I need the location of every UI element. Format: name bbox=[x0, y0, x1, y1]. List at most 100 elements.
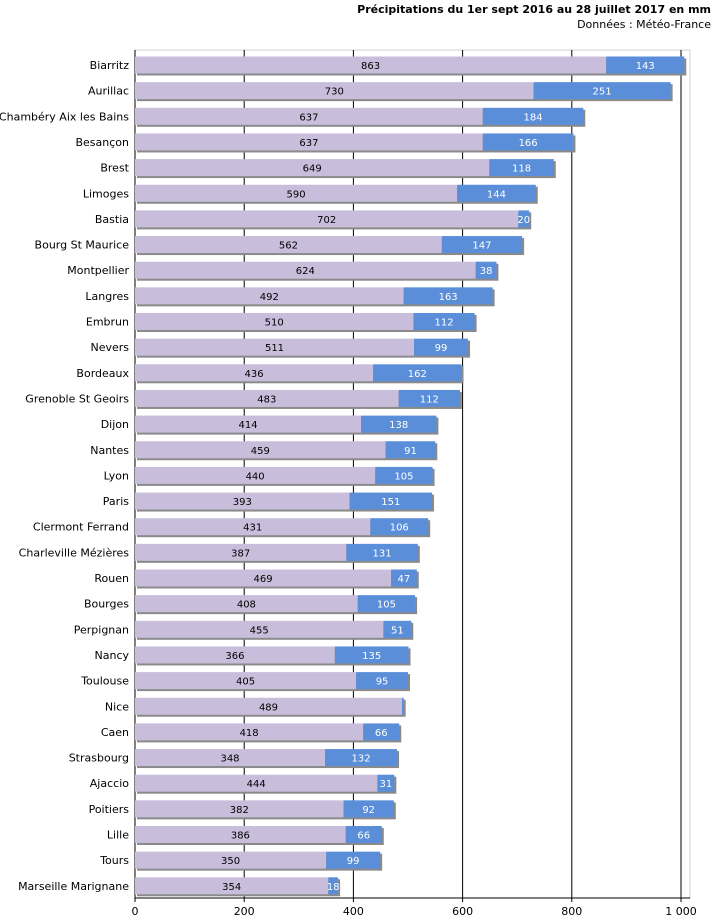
category-label: Bourges bbox=[84, 598, 129, 611]
data-label-1: 730 bbox=[325, 87, 344, 98]
data-label-1: 483 bbox=[257, 394, 276, 405]
data-label-2: 112 bbox=[420, 394, 439, 405]
bar-segment-2 bbox=[391, 569, 417, 587]
bar-segment-2 bbox=[370, 518, 429, 536]
bar-segment-2 bbox=[398, 389, 460, 407]
data-label-1: 510 bbox=[265, 318, 284, 329]
bar-segment-1 bbox=[135, 723, 364, 741]
x-tick-label: 1 000 bbox=[665, 905, 697, 918]
category-label: Ajaccio bbox=[90, 777, 129, 790]
data-label-1: 863 bbox=[361, 61, 380, 72]
category-label: Caen bbox=[101, 726, 129, 739]
data-label-1: 455 bbox=[250, 625, 269, 636]
category-label: Charleville Mézières bbox=[19, 546, 130, 559]
category-label: Bastia bbox=[95, 213, 129, 226]
bar-segment-1 bbox=[135, 56, 607, 74]
bar-segment-2 bbox=[475, 261, 497, 279]
bar-segment-2 bbox=[401, 697, 404, 715]
bar-segment-1 bbox=[135, 261, 476, 279]
category-label: Dijon bbox=[101, 418, 129, 431]
data-label-1: 649 bbox=[303, 164, 322, 175]
bar-segment-2 bbox=[414, 338, 469, 356]
data-label-1: 562 bbox=[279, 241, 298, 252]
bar-segment-2 bbox=[343, 800, 394, 818]
data-label-2: 163 bbox=[439, 292, 458, 303]
bar-segment-2 bbox=[533, 82, 671, 100]
bar-segment-2 bbox=[441, 236, 523, 254]
bar-segment-1 bbox=[135, 287, 404, 305]
bar-segment-1 bbox=[135, 236, 442, 254]
category-label: Marseille Marignane bbox=[18, 880, 129, 893]
category-label: Lyon bbox=[104, 469, 129, 482]
bar-segment-1 bbox=[135, 646, 335, 664]
data-label-1: 637 bbox=[299, 112, 318, 123]
bar-segment-1 bbox=[135, 441, 386, 459]
category-label: Toulouse bbox=[80, 675, 129, 688]
bar-segment-1 bbox=[135, 184, 458, 202]
bar-segment-1 bbox=[135, 774, 378, 792]
bar-segment-1 bbox=[135, 672, 357, 690]
data-label-2: 162 bbox=[408, 369, 427, 380]
data-label-1: 386 bbox=[231, 831, 250, 842]
bar-segment-1 bbox=[135, 800, 344, 818]
data-label-1: 590 bbox=[287, 189, 306, 200]
data-label-2: 47 bbox=[398, 574, 411, 585]
bar-segment-1 bbox=[135, 415, 362, 433]
data-label-2: 131 bbox=[373, 548, 392, 559]
category-label: Brest bbox=[100, 162, 129, 175]
bar-segment-1 bbox=[135, 466, 376, 484]
bar-segment-2 bbox=[385, 441, 436, 459]
bar-segment-1 bbox=[135, 82, 534, 100]
bar-segment-1 bbox=[135, 877, 329, 895]
bar-segment-2 bbox=[482, 133, 574, 151]
data-label-2: 118 bbox=[512, 164, 531, 175]
x-tick-label: 400 bbox=[343, 905, 364, 918]
category-label: Limoges bbox=[83, 187, 129, 200]
data-label-1: 348 bbox=[220, 754, 239, 765]
data-label-1: 637 bbox=[299, 138, 318, 149]
category-label: Langres bbox=[85, 290, 129, 303]
category-label: Nantes bbox=[90, 444, 129, 457]
category-label: Chambéry Aix les Bains bbox=[0, 110, 129, 123]
category-label: Paris bbox=[103, 495, 129, 508]
category-label: Tours bbox=[99, 854, 129, 867]
data-label-2: 105 bbox=[377, 600, 396, 611]
bar-segment-2 bbox=[489, 159, 554, 177]
bar-segment-2 bbox=[357, 595, 416, 613]
category-label: Biarritz bbox=[90, 59, 130, 72]
category-label: Perpignan bbox=[74, 623, 129, 636]
category-label: Nevers bbox=[90, 341, 129, 354]
data-label-2: 66 bbox=[357, 831, 370, 842]
data-label-2: 99 bbox=[435, 343, 448, 354]
data-label-2: 147 bbox=[472, 241, 491, 252]
data-label-2: 92 bbox=[362, 805, 375, 816]
data-label-1: 366 bbox=[225, 651, 244, 662]
bar-segment-2 bbox=[349, 492, 433, 510]
bar-segment-1 bbox=[135, 569, 392, 587]
category-label: Rouen bbox=[94, 572, 129, 585]
data-label-1: 418 bbox=[240, 728, 259, 739]
bar-segment-1 bbox=[135, 492, 350, 510]
data-label-2: 105 bbox=[394, 471, 413, 482]
bar-segment-1 bbox=[135, 107, 483, 125]
data-label-2: 20 bbox=[517, 215, 530, 226]
chart-title: Précipitations du 1er sept 2016 au 28 ju… bbox=[357, 3, 711, 16]
bar-segment-2 bbox=[328, 877, 339, 895]
category-label: Strasbourg bbox=[69, 752, 129, 765]
bar-segment-1 bbox=[135, 749, 326, 767]
data-label-2: 106 bbox=[390, 523, 409, 534]
category-label: Embrun bbox=[86, 316, 129, 329]
data-label-1: 354 bbox=[222, 882, 241, 893]
data-label-2: 138 bbox=[389, 420, 408, 431]
bar-segment-1 bbox=[135, 159, 490, 177]
data-label-1: 393 bbox=[233, 497, 252, 508]
bar-segment-2 bbox=[346, 543, 418, 561]
bar-segment-2 bbox=[377, 774, 395, 792]
data-label-1: 350 bbox=[221, 856, 240, 867]
data-label-2: 51 bbox=[391, 625, 404, 636]
data-label-2: 38 bbox=[480, 266, 493, 277]
data-label-1: 492 bbox=[260, 292, 279, 303]
bar-segment-2 bbox=[383, 620, 412, 638]
category-label: Poitiers bbox=[89, 803, 130, 816]
